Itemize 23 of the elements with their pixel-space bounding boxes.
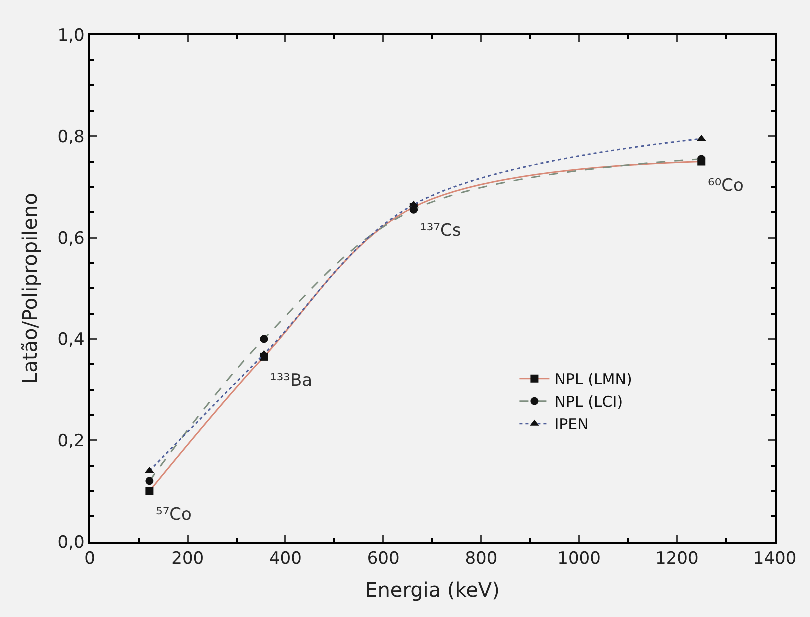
legend-label: NPL (LCI) [554,393,624,412]
annotation: ¹³⁷Cs [420,221,462,241]
y-tick-label: 0,6 [58,228,85,249]
x-tick-label: 1000 [558,549,601,570]
x-tick-label: 800 [465,549,498,570]
x-tick-label: 1400 [753,549,797,570]
y-tick-label: 0,2 [58,432,85,452]
x-tick-label: 200 [172,549,204,570]
x-tick-label: 600 [367,549,400,570]
y-tick-label: 1,0 [58,26,85,46]
x-tick-label: 400 [269,549,302,570]
y-axis-title: Latão/Polipropileno [18,193,42,384]
x-tick-label: 1200 [656,549,699,570]
legend-label: IPEN [554,416,589,434]
y-tick-label: 0,8 [58,127,85,148]
annotation: ⁵⁷Co [156,505,192,525]
legend-label: NPL (LMN) [554,370,632,389]
x-axis-title: Energia (keV) [365,578,500,602]
x-tick-label: 0 [84,549,96,570]
annotation: ¹³³Ba [270,371,313,391]
y-tick-label: 0,0 [58,532,85,553]
y-tick-label: 0,4 [58,330,85,350]
annotation: ⁶⁰Co [708,176,744,196]
